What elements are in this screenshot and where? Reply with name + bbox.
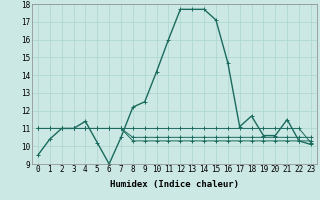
X-axis label: Humidex (Indice chaleur): Humidex (Indice chaleur): [110, 180, 239, 189]
